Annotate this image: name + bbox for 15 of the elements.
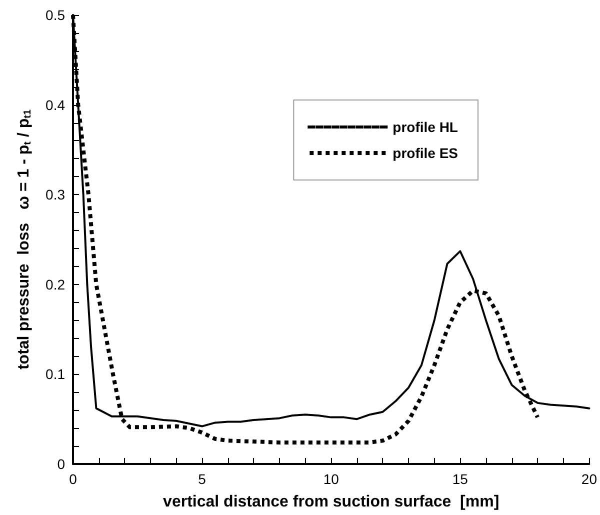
y-tick-label: 0.3 <box>46 186 66 203</box>
y-tick-label: 0 <box>57 456 66 472</box>
legend-label: profile ES <box>392 145 458 161</box>
x-tick-label: 20 <box>581 471 598 487</box>
x-tick-label: 0 <box>69 471 78 487</box>
legend-label: profile HL <box>392 119 458 135</box>
y-tick-label: 0.5 <box>46 7 66 23</box>
x-tick-label: 15 <box>452 471 468 487</box>
y-tick-label: 0.4 <box>46 96 66 113</box>
y-axis-title: total pressure loss ω = 1 - pt / pt1 <box>16 109 34 370</box>
x-tick-label: 5 <box>198 471 206 487</box>
x-tick-label: 10 <box>323 471 340 487</box>
y-tick-label: 0.2 <box>46 276 66 292</box>
y-tick-label: 0.1 <box>46 366 66 382</box>
x-axis-title: vertical distance from suction surface [mm] <box>163 494 500 510</box>
